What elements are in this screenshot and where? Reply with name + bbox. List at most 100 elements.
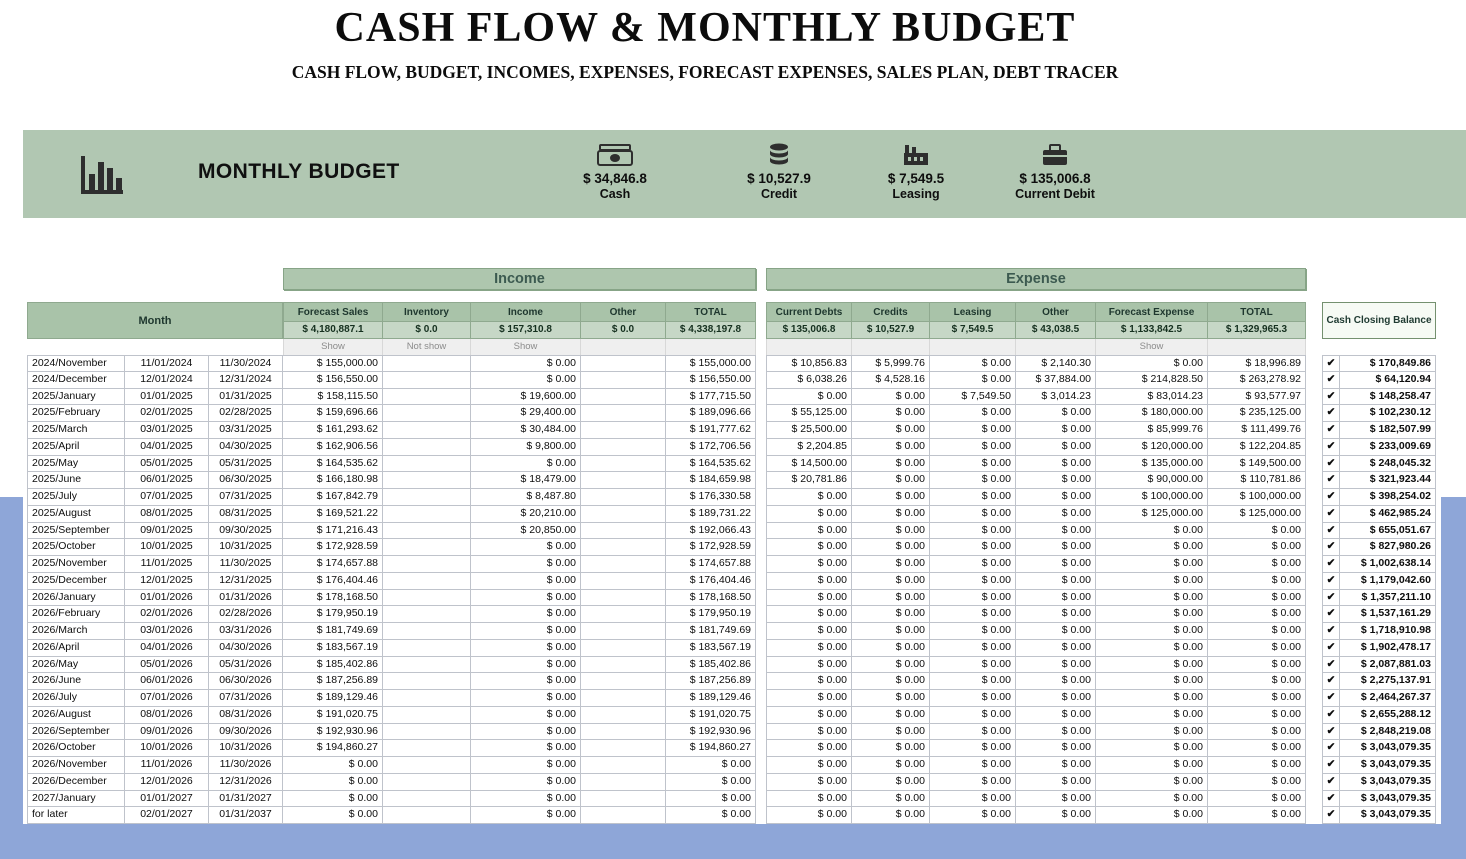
check-cell[interactable]: ✔ (1322, 673, 1340, 690)
toggle-expense-cell[interactable] (930, 339, 1016, 355)
end-date-cell[interactable]: 01/31/2025 (209, 388, 283, 406)
expense-value-cell[interactable]: $ 0.00 (930, 740, 1016, 757)
end-date-cell[interactable]: 05/31/2026 (209, 656, 283, 674)
income-value-cell[interactable] (581, 706, 666, 724)
column-header-expense-cell[interactable]: Current Debts (766, 302, 852, 322)
start-date-cell[interactable]: 08/01/2025 (125, 505, 209, 523)
income-value-cell[interactable] (581, 438, 666, 456)
month-cell[interactable]: 2026/February (27, 606, 125, 623)
expense-value-cell[interactable]: $ 0.00 (852, 422, 930, 439)
column-header-income-cell[interactable]: Other (581, 302, 666, 322)
start-date-cell[interactable]: 10/01/2025 (125, 539, 209, 556)
income-value-cell[interactable]: $ 0.00 (471, 790, 581, 808)
check-cell[interactable]: ✔ (1322, 422, 1340, 439)
income-value-cell[interactable] (581, 455, 666, 473)
column-header-income-cell[interactable]: Inventory (383, 302, 471, 322)
expense-value-cell[interactable]: $ 0.00 (1208, 706, 1306, 724)
month-cell[interactable]: 2026/October (27, 740, 125, 757)
expense-value-cell[interactable]: $ 0.00 (930, 757, 1016, 774)
expense-value-cell[interactable]: $ 0.00 (766, 656, 852, 674)
income-value-cell[interactable]: $ 0.00 (471, 690, 581, 707)
check-cell[interactable]: ✔ (1322, 807, 1340, 824)
expense-value-cell[interactable]: $ 0.00 (1096, 790, 1208, 808)
income-value-cell[interactable]: $ 194,860.27 (283, 740, 383, 757)
expense-value-cell[interactable]: $ 0.00 (766, 740, 852, 757)
expense-value-cell[interactable]: $ 20,781.86 (766, 472, 852, 489)
income-value-cell[interactable]: $ 189,096.66 (666, 405, 756, 422)
income-value-cell[interactable]: $ 0.00 (471, 556, 581, 573)
expense-value-cell[interactable]: $ 0.00 (1208, 522, 1306, 540)
expense-value-cell[interactable]: $ 0.00 (852, 505, 930, 523)
income-value-cell[interactable] (383, 723, 471, 741)
expense-value-cell[interactable]: $ 0.00 (1016, 505, 1096, 523)
income-value-cell[interactable] (581, 589, 666, 607)
income-value-cell[interactable]: $ 19,600.00 (471, 388, 581, 406)
expense-value-cell[interactable]: $ 0.00 (1208, 556, 1306, 573)
income-value-cell[interactable]: $ 155,000.00 (283, 355, 383, 372)
income-value-cell[interactable]: $ 0.00 (471, 639, 581, 657)
expense-value-cell[interactable]: $ 125,000.00 (1208, 505, 1306, 523)
expense-value-cell[interactable]: $ 0.00 (1016, 807, 1096, 824)
balance-cell[interactable]: $ 321,923.44 (1340, 472, 1436, 489)
income-value-cell[interactable]: $ 0.00 (471, 807, 581, 824)
expense-value-cell[interactable]: $ 0.00 (1016, 790, 1096, 808)
end-date-cell[interactable]: 01/31/2027 (209, 790, 283, 808)
check-cell[interactable]: ✔ (1322, 757, 1340, 774)
end-date-cell[interactable]: 09/30/2025 (209, 522, 283, 540)
income-value-cell[interactable]: $ 0.00 (471, 706, 581, 724)
expense-value-cell[interactable]: $ 0.00 (766, 489, 852, 506)
income-value-cell[interactable] (383, 773, 471, 791)
income-value-cell[interactable]: $ 158,115.50 (283, 388, 383, 406)
income-value-cell[interactable] (383, 706, 471, 724)
income-value-cell[interactable] (581, 371, 666, 389)
income-value-cell[interactable]: $ 174,657.88 (283, 556, 383, 573)
check-cell[interactable]: ✔ (1322, 355, 1340, 372)
end-date-cell[interactable]: 02/28/2025 (209, 405, 283, 422)
expense-value-cell[interactable]: $ 0.00 (852, 807, 930, 824)
expense-value-cell[interactable]: $ 2,204.85 (766, 438, 852, 456)
expense-value-cell[interactable]: $ 0.00 (766, 522, 852, 540)
income-value-cell[interactable]: $ 192,066.43 (666, 522, 756, 540)
expense-value-cell[interactable]: $ 0.00 (1016, 723, 1096, 741)
balance-cell[interactable]: $ 64,120.94 (1340, 371, 1436, 389)
expense-value-cell[interactable]: $ 0.00 (1016, 572, 1096, 590)
end-date-cell[interactable]: 04/30/2025 (209, 438, 283, 456)
toggle-expense-cell[interactable] (1016, 339, 1096, 355)
income-value-cell[interactable]: $ 178,168.50 (666, 589, 756, 607)
check-cell[interactable]: ✔ (1322, 371, 1340, 389)
end-date-cell[interactable]: 05/31/2025 (209, 455, 283, 473)
expense-value-cell[interactable]: $ 125,000.00 (1096, 505, 1208, 523)
income-value-cell[interactable] (581, 606, 666, 623)
expense-value-cell[interactable]: $ 0.00 (852, 740, 930, 757)
balance-cell[interactable]: $ 182,507.99 (1340, 422, 1436, 439)
expense-value-cell[interactable]: $ 0.00 (1096, 539, 1208, 556)
expense-value-cell[interactable]: $ 5,999.76 (852, 355, 930, 372)
column-header-expense-cell[interactable]: Credits (852, 302, 930, 322)
check-cell[interactable]: ✔ (1322, 589, 1340, 607)
balance-cell[interactable]: $ 1,537,161.29 (1340, 606, 1436, 623)
total-income-cell[interactable]: $ 0.0 (383, 322, 471, 339)
expense-value-cell[interactable]: $ 0.00 (852, 773, 930, 791)
start-date-cell[interactable]: 02/01/2027 (125, 807, 209, 824)
income-value-cell[interactable]: $ 171,216.43 (283, 522, 383, 540)
income-value-cell[interactable]: $ 0.00 (471, 656, 581, 674)
expense-value-cell[interactable]: $ 0.00 (930, 422, 1016, 439)
expense-value-cell[interactable]: $ 0.00 (1208, 606, 1306, 623)
income-value-cell[interactable]: $ 187,256.89 (283, 673, 383, 690)
month-cell[interactable]: 2025/April (27, 438, 125, 456)
expense-value-cell[interactable]: $ 0.00 (1208, 690, 1306, 707)
expense-value-cell[interactable]: $ 4,528.16 (852, 371, 930, 389)
total-expense-cell[interactable]: $ 1,133,842.5 (1096, 322, 1208, 339)
expense-value-cell[interactable]: $ 120,000.00 (1096, 438, 1208, 456)
income-value-cell[interactable]: $ 164,535.62 (283, 455, 383, 473)
expense-value-cell[interactable]: $ 0.00 (1208, 539, 1306, 556)
expense-value-cell[interactable]: $ 0.00 (852, 388, 930, 406)
income-value-cell[interactable]: $ 0.00 (471, 455, 581, 473)
balance-cell[interactable]: $ 3,043,079.35 (1340, 773, 1436, 791)
expense-value-cell[interactable]: $ 0.00 (766, 757, 852, 774)
income-value-cell[interactable]: $ 179,950.19 (283, 606, 383, 623)
expense-value-cell[interactable]: $ 0.00 (1096, 740, 1208, 757)
month-cell[interactable]: 2026/May (27, 656, 125, 674)
income-value-cell[interactable] (581, 757, 666, 774)
income-value-cell[interactable]: $ 0.00 (471, 572, 581, 590)
